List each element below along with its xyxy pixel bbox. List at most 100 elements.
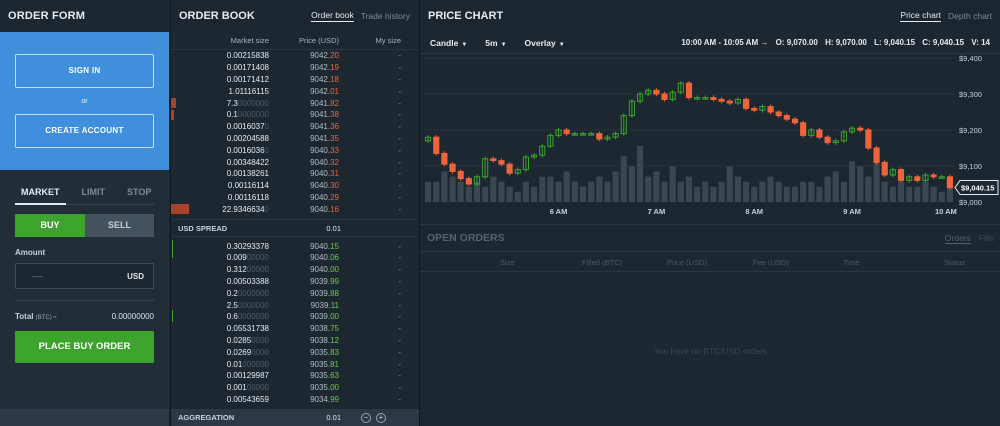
tab-fills[interactable]: Fills <box>978 233 994 243</box>
buy-button[interactable]: BUY <box>15 214 85 237</box>
volume-bar <box>743 181 750 202</box>
plus-icon[interactable]: + <box>376 412 386 423</box>
total-unit: (BTC) ≈ <box>35 315 57 321</box>
market-size: 0.00204588 <box>226 133 269 143</box>
create-account-button[interactable]: CREATE ACCOUNT <box>15 114 154 148</box>
candle <box>808 129 815 136</box>
my-size: - <box>398 157 401 167</box>
amount-input[interactable]: ---- USD <box>15 263 154 289</box>
bids-row[interactable]: 0.02690000 9035.83 - <box>171 346 418 358</box>
candlestick-chart[interactable]: $9,400 $9,300 $9,200 $9,100 $9,000 6 AM 7 AM 8 … <box>420 54 1000 220</box>
asks-row[interactable]: 0.00160370 9041.36 - <box>171 121 418 133</box>
bids-row[interactable]: 0.05531738 9038.75 - <box>171 323 418 335</box>
my-size: - <box>398 253 401 263</box>
bids-row[interactable]: 0.31200000 9040.00 - <box>171 264 418 276</box>
price: 9041.35 <box>310 133 339 143</box>
tab-price-chart[interactable]: Price chart <box>900 10 942 22</box>
asks-row[interactable]: 22.93466340 9040.16 - <box>171 203 418 215</box>
candle <box>653 89 660 95</box>
market-size: 0.02850000 <box>226 335 269 345</box>
bids-row[interactable]: 0.00129987 9035.63 - <box>171 370 418 382</box>
asks-row[interactable]: 0.00171412 9042.18 - <box>171 74 418 86</box>
candle <box>473 176 481 185</box>
candle <box>857 127 864 131</box>
col-filled: Filled (BTC) <box>582 258 623 267</box>
bids-row[interactable]: 0.20000000 9039.88 - <box>171 287 418 299</box>
bids-row[interactable]: 0.00100000 9035.00 - <box>171 382 418 394</box>
tab-orders[interactable]: Orders <box>944 232 971 244</box>
sell-button[interactable]: SELL <box>85 214 154 237</box>
volume-bar <box>808 181 815 202</box>
volume-bar <box>800 181 807 202</box>
minus-icon[interactable]: − <box>361 412 371 423</box>
market-size: 0.20000000 <box>226 288 269 298</box>
price: 9038.12 <box>310 335 339 345</box>
my-size: - <box>398 63 401 73</box>
volume-bar <box>628 166 635 202</box>
order-form-panel: ORDER FORM SIGN IN or CREATE ACCOUNT MAR… <box>0 0 169 426</box>
volume-bar <box>938 191 945 202</box>
asks-row[interactable]: 0.00138261 9040.31 - <box>171 168 418 180</box>
tab-order-book[interactable]: Order book <box>311 10 354 22</box>
volume-bar <box>694 186 701 202</box>
volume-bar <box>873 156 880 202</box>
bids-row[interactable]: 0.00503388 9039.99 - <box>171 276 418 288</box>
asks-row[interactable]: 0.00348422 9040.32 - <box>171 156 418 168</box>
candle <box>800 122 807 136</box>
market-size: 0.00171408 <box>226 63 269 73</box>
volume-bar <box>604 181 611 202</box>
chart-type-dropdown[interactable]: Candle ▼ <box>430 37 468 48</box>
place-buy-order-button[interactable]: PLACE BUY ORDER <box>15 331 154 363</box>
price: 9042.20 <box>310 51 339 61</box>
candle <box>849 127 856 133</box>
market-size: 0.00100000 <box>226 383 269 393</box>
candle <box>637 93 644 102</box>
volume-bar <box>522 181 529 202</box>
bids-row[interactable]: 0.02850000 9038.12 - <box>171 335 418 347</box>
candle <box>457 170 464 180</box>
bids-row[interactable]: 0.01000000 9035.81 - <box>171 358 418 370</box>
bids-row[interactable]: 0.30293378 9040.15 - <box>171 240 418 252</box>
market-size: 0.00503388 <box>226 276 269 286</box>
asks-row[interactable]: 0.00160360 9040.33 - <box>171 144 418 156</box>
tab-market[interactable]: MARKET <box>15 186 66 205</box>
volume-bar <box>612 171 619 202</box>
volume-bar <box>506 186 513 202</box>
price: 9035.83 <box>310 347 339 357</box>
asks-row[interactable]: 0.10000000 9041.38 - <box>171 109 418 121</box>
y-tick-label: $9,300 <box>959 90 982 99</box>
bids-row[interactable]: 0.00543659 9034.99 - <box>171 394 418 406</box>
price: 9041.36 <box>310 122 339 132</box>
asks-row[interactable]: 1.01116115 9042.01 - <box>171 85 418 97</box>
market-size: 0.00215838 <box>226 51 269 61</box>
my-size: - <box>398 394 401 404</box>
my-size: - <box>398 169 401 179</box>
bids-row[interactable]: 0.60000000 9039.00 - <box>171 311 418 323</box>
amount-placeholder: ---- <box>32 271 43 281</box>
volume-bar <box>775 181 782 202</box>
candle <box>677 82 684 93</box>
candle <box>840 131 848 142</box>
bids-row[interactable]: 0.00900000 9040.06 - <box>171 252 418 264</box>
asks-row[interactable]: 0.00171408 9042.19 - <box>171 62 418 74</box>
tab-stop[interactable]: STOP <box>127 187 152 197</box>
tab-limit[interactable]: LIMIT <box>81 187 106 197</box>
volume-bar <box>531 186 538 202</box>
candle <box>514 169 521 174</box>
tab-trade-history[interactable]: Trade history <box>360 11 410 21</box>
asks-row[interactable]: 0.00116114 9040.30 - <box>171 180 418 192</box>
sign-in-button[interactable]: SIGN IN <box>15 54 154 88</box>
asks-row[interactable]: 0.00116118 9040.29 - <box>171 192 418 204</box>
tab-depth-chart[interactable]: Depth chart <box>948 11 992 21</box>
overlay-dropdown[interactable]: Overlay ▼ <box>524 37 565 48</box>
market-size: 0.00900000 <box>226 253 269 263</box>
x-tick-label: 9 AM <box>843 207 861 216</box>
interval-dropdown[interactable]: 5m ▼ <box>485 37 507 48</box>
bids-row[interactable]: 2.50000000 9039.11 - <box>171 299 418 311</box>
market-size: 1.01116115 <box>228 86 269 96</box>
volume-bar <box>645 176 652 202</box>
asks-row[interactable]: 7.30000000 9041.82 - <box>171 97 418 109</box>
asks-row[interactable]: 0.00204588 9041.35 - <box>171 133 418 145</box>
asks-row[interactable]: 0.00215838 9042.20 - <box>171 50 418 62</box>
market-size: 0.10000000 <box>226 110 269 120</box>
